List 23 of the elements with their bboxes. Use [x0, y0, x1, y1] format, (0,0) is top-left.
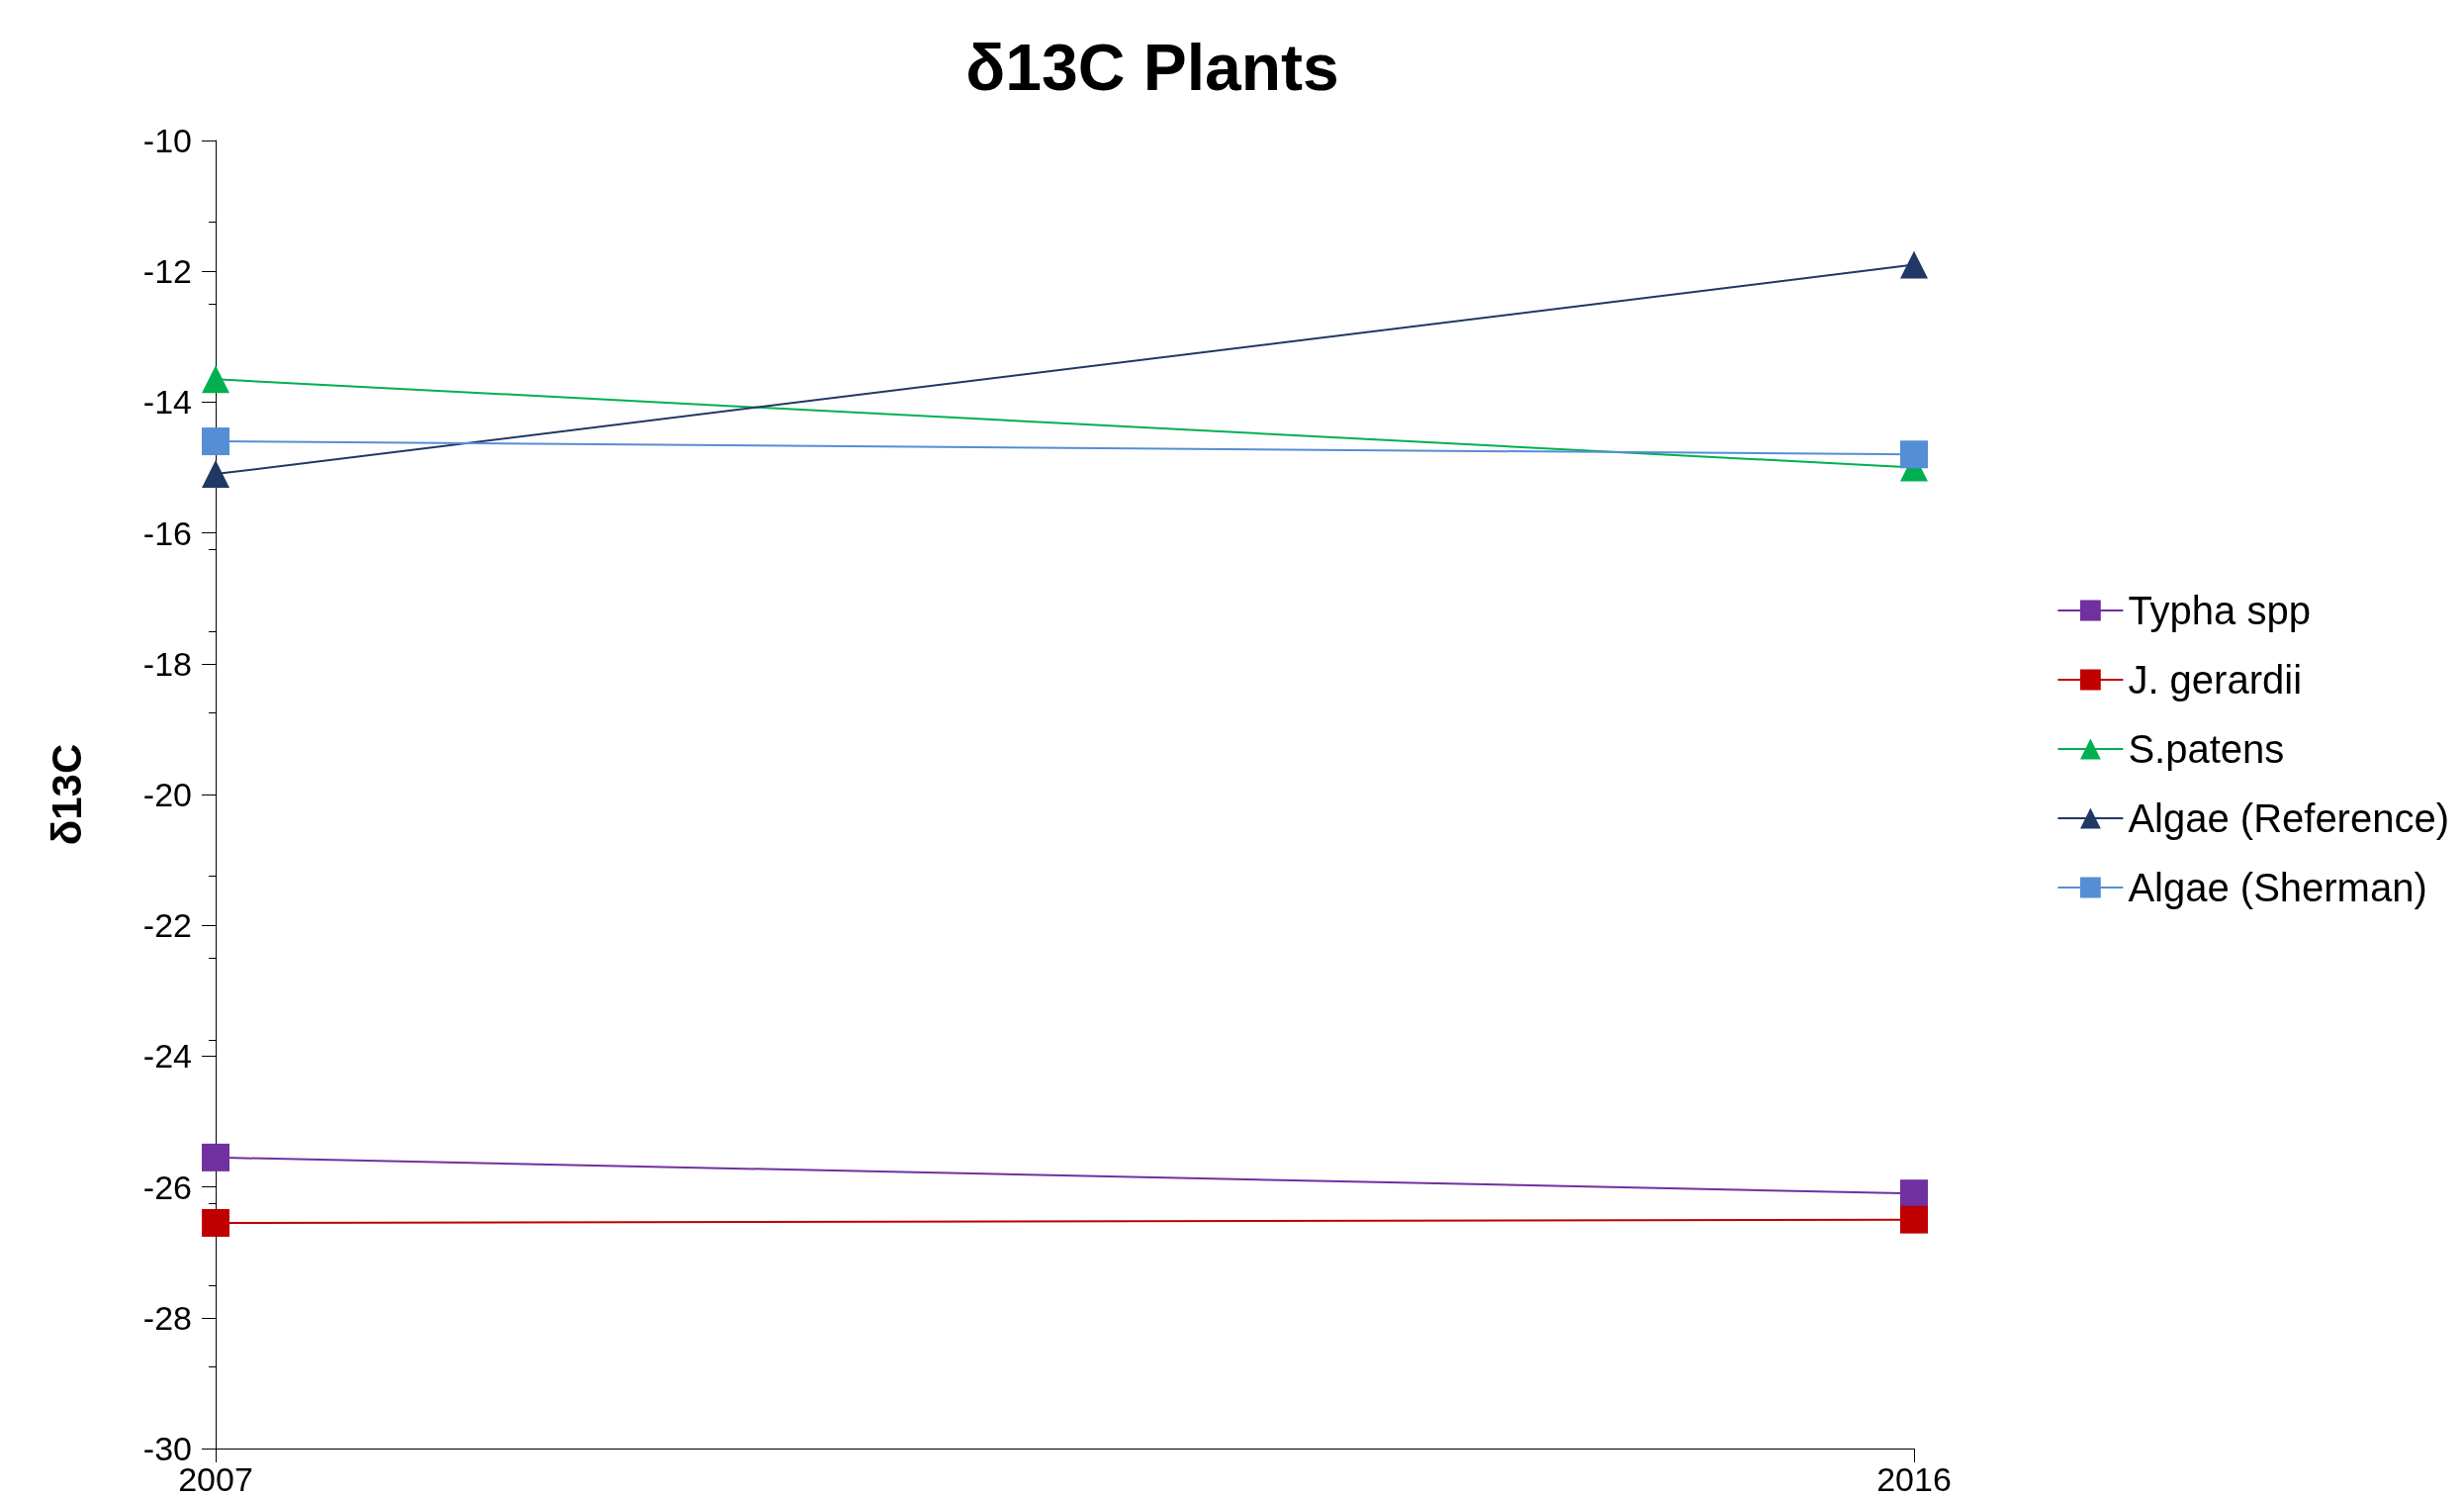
x-tick-label: 2016: [1876, 1460, 1952, 1498]
y-tick-label: -18: [142, 644, 192, 683]
point: [1900, 1205, 1928, 1234]
y-tick-label: -16: [142, 514, 192, 552]
legend-label: Algae (Reference): [2128, 796, 2449, 840]
y-tick-label: -22: [142, 906, 192, 945]
y-tick-label: -24: [142, 1037, 192, 1076]
y-tick-label: -14: [142, 383, 192, 421]
point: [202, 1208, 229, 1237]
legend-label: Typha spp: [2128, 589, 2311, 632]
point: [202, 1143, 229, 1171]
legend-label: Algae (Sherman): [2128, 866, 2427, 909]
legend-label: J. gerardii: [2128, 658, 2303, 702]
y-axis-title: δ13C: [43, 743, 90, 846]
y-tick-label: -20: [142, 776, 192, 813]
y-tick-label: -10: [142, 122, 192, 159]
y-tick-label: -28: [142, 1298, 192, 1337]
point: [1900, 1179, 1928, 1208]
legend-label: S.patens: [2128, 727, 2285, 771]
y-tick-label: -26: [142, 1168, 192, 1206]
point: [202, 427, 229, 456]
chart-title: δ13C Plants: [965, 31, 1339, 104]
y-tick-label: -12: [142, 252, 192, 291]
